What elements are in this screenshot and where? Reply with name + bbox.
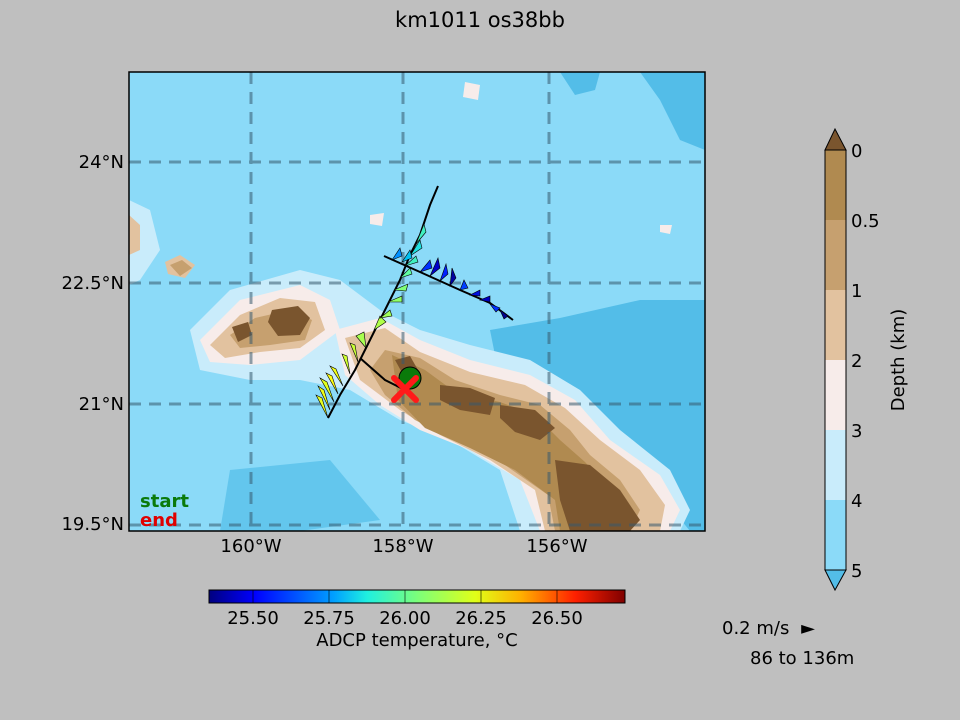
temp-tick: 26.25 xyxy=(455,608,507,629)
island-land xyxy=(129,215,140,255)
vector-scale-arrow-icon: ► xyxy=(801,618,815,639)
bathymetry-map: start end xyxy=(129,72,705,531)
lat-tick: 19.5°N xyxy=(61,514,124,535)
legend-end: end xyxy=(140,510,178,531)
temp-tick: 25.75 xyxy=(303,608,355,629)
adcp-vectors xyxy=(315,223,509,419)
temp-tick: 25.50 xyxy=(227,608,279,629)
shelf-region xyxy=(129,200,160,285)
island-peak xyxy=(555,460,640,531)
depth-colorbar: 0 0.5 1 2 3 4 5 Depth (km) xyxy=(824,127,909,592)
shelf-region xyxy=(463,82,480,100)
depth-tick: 3 xyxy=(851,421,862,442)
lon-tick: 160°W xyxy=(220,536,281,557)
deep-ocean-region xyxy=(220,460,380,531)
end-marker xyxy=(391,375,419,403)
lat-tick: 24°N xyxy=(79,152,124,173)
lon-tick: 156°W xyxy=(526,536,587,557)
figure-title: km1011 os38bb xyxy=(395,8,565,32)
depth-tick: 1 xyxy=(851,281,862,302)
vector-scale-speed: 0.2 m/s xyxy=(722,618,790,639)
island-land xyxy=(170,260,192,276)
graticule xyxy=(129,72,705,531)
depth-tick: 4 xyxy=(851,491,862,512)
depth-tick: 2 xyxy=(851,351,862,372)
legend-start: start xyxy=(140,491,189,512)
lat-tick-labels: 24°N 22.5°N 21°N 19.5°N xyxy=(61,152,124,535)
map-frame xyxy=(128,71,706,532)
depth-tick: 5 xyxy=(851,561,862,582)
vector-scale: 0.2 m/s ► xyxy=(722,618,815,639)
depth-tick: 0 xyxy=(851,141,862,162)
shelf-region xyxy=(370,213,384,226)
depth-range-label: 86 to 136m xyxy=(750,648,855,669)
lat-tick: 21°N xyxy=(79,394,124,415)
temp-tick: 26.00 xyxy=(379,608,431,629)
deep-ocean-region xyxy=(560,72,600,95)
lon-tick-labels: 160°W 158°W 156°W xyxy=(220,536,587,557)
start-marker xyxy=(398,366,422,390)
temperature-colorbar: 25.50 25.75 26.00 26.25 26.50 ADCP tempe… xyxy=(208,589,626,651)
temp-tick: 26.50 xyxy=(531,608,583,629)
island-peak xyxy=(440,385,495,415)
temp-colorbar-label: ADCP temperature, °C xyxy=(316,630,517,651)
island-peak xyxy=(268,306,310,336)
shelf-region xyxy=(660,225,672,234)
deep-ocean-region xyxy=(640,72,705,150)
island-peak xyxy=(500,405,555,440)
lon-tick: 158°W xyxy=(372,536,433,557)
depth-colorbar-label: Depth (km) xyxy=(888,309,909,412)
island-peak xyxy=(232,322,252,342)
depth-tick: 0.5 xyxy=(851,211,880,232)
lat-tick: 22.5°N xyxy=(61,273,124,294)
